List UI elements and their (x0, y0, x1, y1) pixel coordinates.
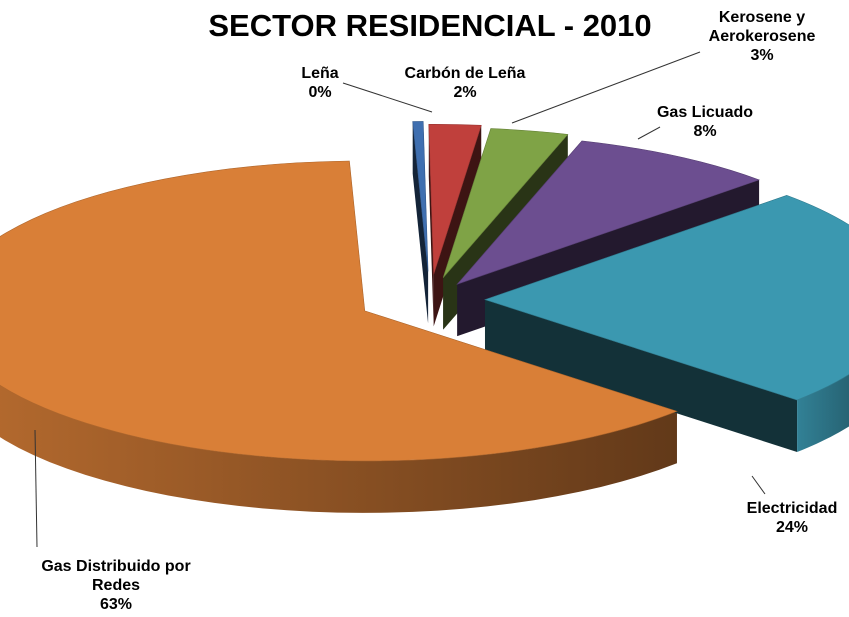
leader-line (637, 126, 661, 140)
pie-slice (428, 124, 482, 275)
slice-label: Kerosene y Aerokerosene 3% (709, 9, 816, 64)
leader-line (751, 475, 766, 495)
leader-line (511, 51, 701, 124)
pie-tops (0, 121, 849, 462)
slice-label: Carbón de Leña 2% (405, 65, 526, 101)
leader-line (342, 82, 433, 113)
pie-slice (442, 128, 569, 278)
leader-line (34, 429, 38, 548)
slice-label: Gas Licuado 8% (657, 104, 753, 140)
slice-labels: Leña 0% Carbón de Leña 2% Kerosene y Aerokero… (41, 9, 837, 613)
pie-slice (0, 160, 678, 462)
leader-lines (34, 51, 766, 548)
slice-label: Gas Distribuido por Redes 63% (41, 558, 190, 613)
pie-slice (484, 195, 849, 401)
slice-label: Electricidad 24% (747, 500, 838, 536)
chart-title: SECTOR RESIDENCIAL - 2010 (208, 8, 651, 43)
pie-slice (412, 121, 429, 272)
slice-label: Leña 0% (301, 65, 338, 101)
pie-slice (456, 140, 760, 285)
